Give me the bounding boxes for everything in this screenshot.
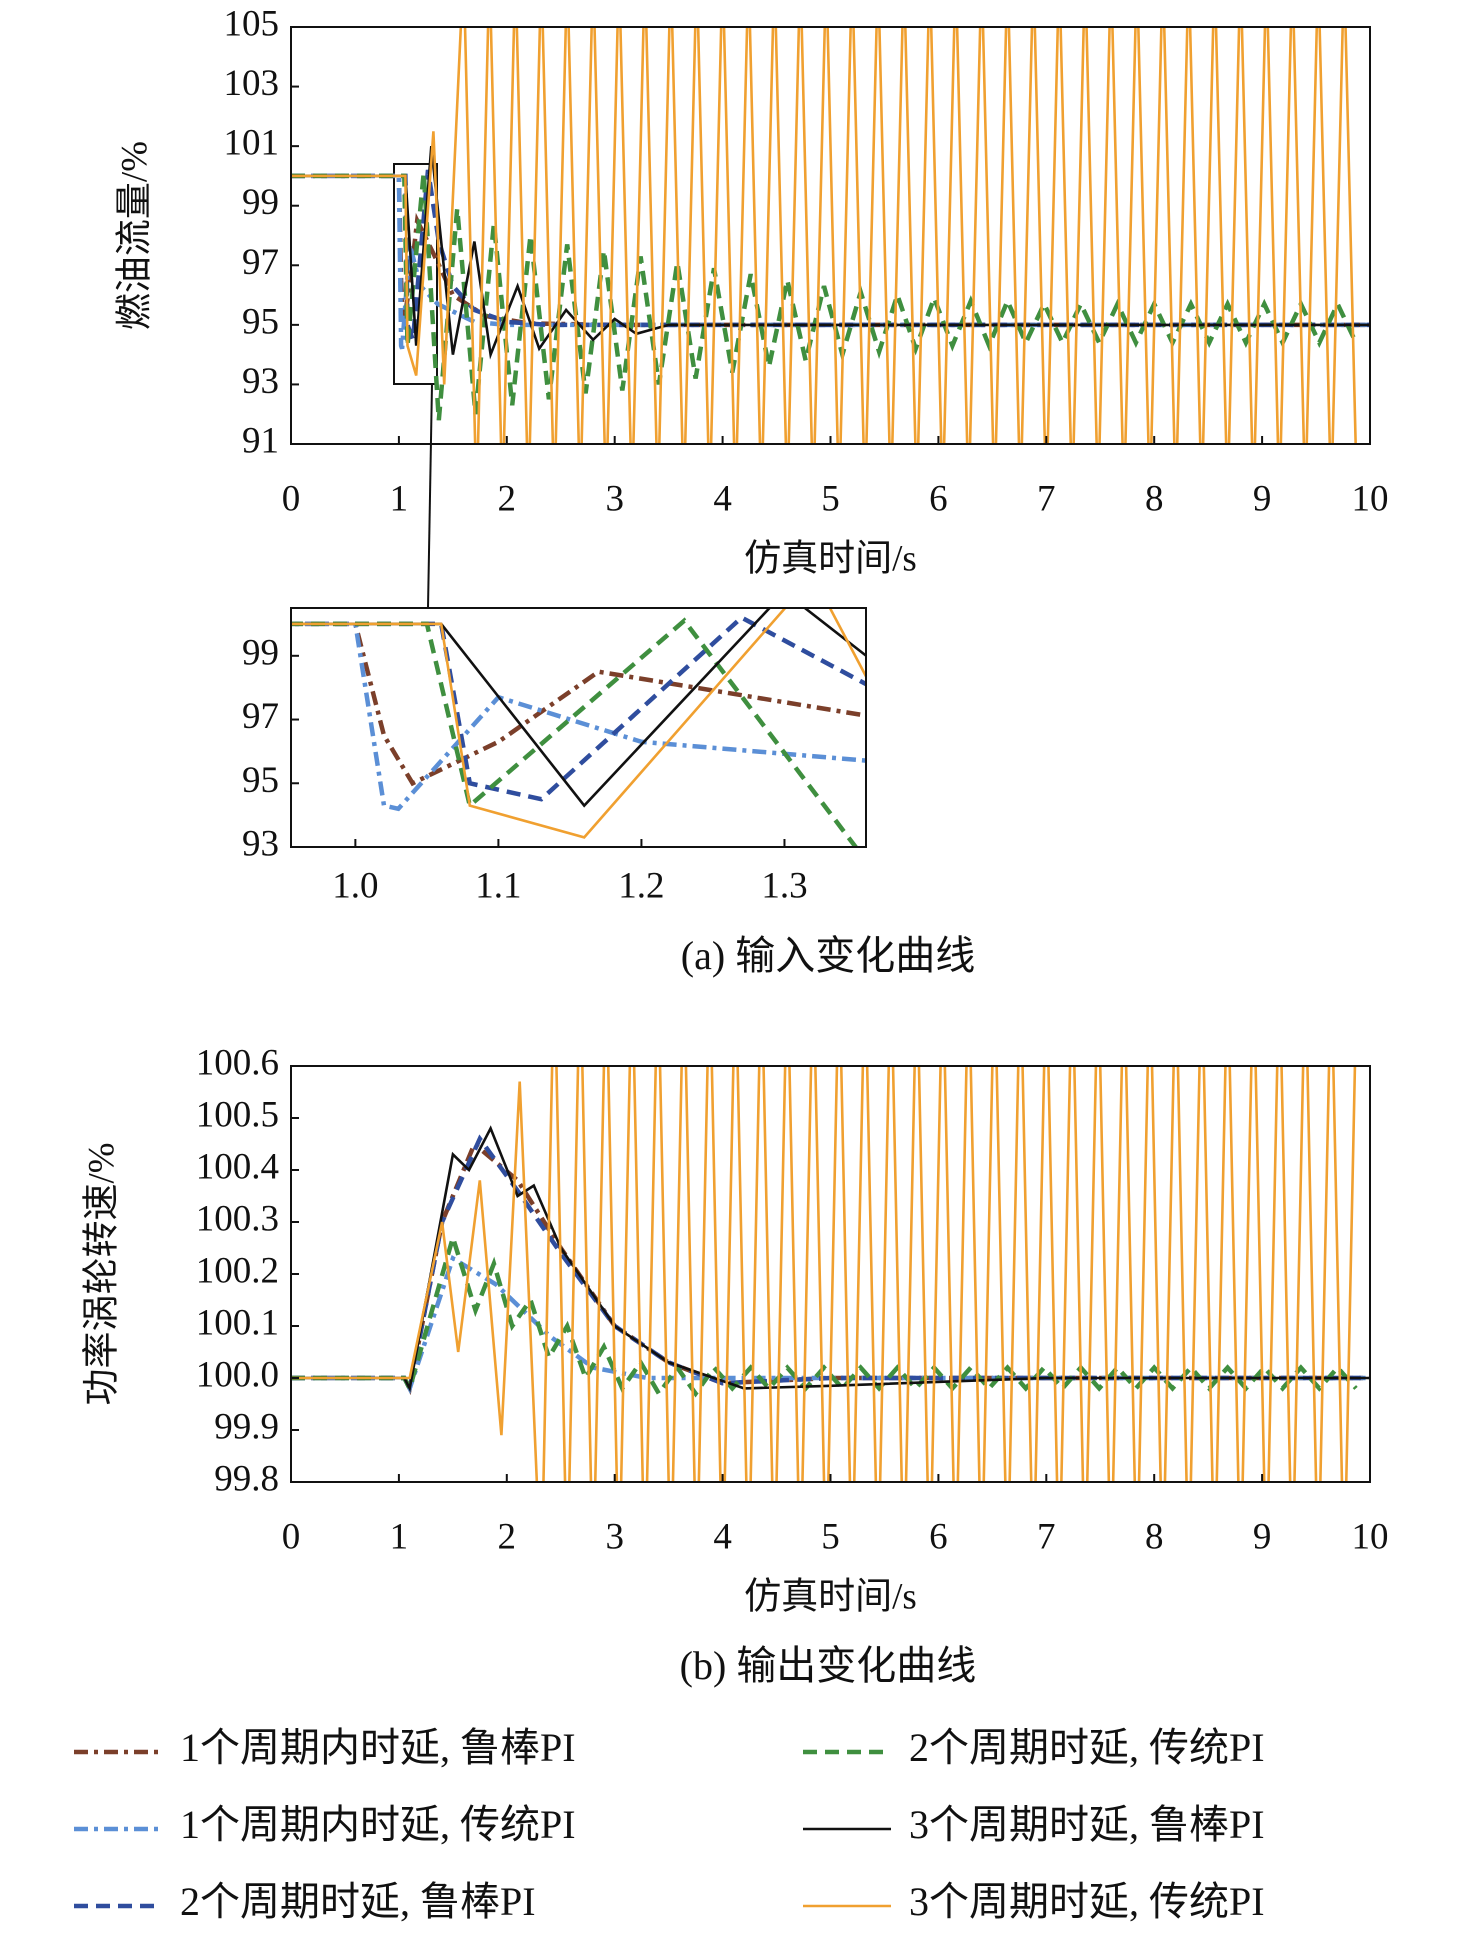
x-tick-label: 0 xyxy=(282,478,301,519)
y-tick-label: 91 xyxy=(242,420,279,461)
series-group xyxy=(291,27,1370,444)
legend-label: 2个周期时延, 传统PI xyxy=(909,1725,1265,1770)
series-line xyxy=(291,608,866,808)
caption: (a) 输入变化曲线 xyxy=(681,933,975,978)
zoom-box xyxy=(393,163,438,385)
plot-frame xyxy=(290,607,867,848)
legend-label: 1个周期内时延, 传统PI xyxy=(180,1802,576,1847)
legend-label: 2个周期时延, 鲁棒PI xyxy=(180,1879,536,1924)
x-tick-label: 6 xyxy=(929,1516,948,1557)
x-tick-label: 1.1 xyxy=(475,865,521,906)
y-tick-label: 99.9 xyxy=(214,1406,279,1447)
y-tick-label: 97 xyxy=(242,696,279,737)
series-line xyxy=(291,169,1370,341)
x-tick-label: 7 xyxy=(1037,1516,1056,1557)
y-tick-label: 99 xyxy=(242,182,279,223)
series-line xyxy=(291,27,1357,444)
x-tick-label: 2 xyxy=(498,478,517,519)
series-line xyxy=(291,145,1370,360)
x-tick-label: 1.0 xyxy=(332,865,378,906)
x-tick-label: 0 xyxy=(282,1516,301,1557)
x-tick-label: 3 xyxy=(605,1516,624,1557)
x-tick-label: 9 xyxy=(1253,1516,1272,1557)
x-tick-label: 1 xyxy=(390,478,409,519)
x-axis-title: 仿真时间/s xyxy=(744,1575,917,1617)
x-axis-title: 仿真时间/s xyxy=(744,537,917,579)
series-line xyxy=(291,173,1370,350)
series-group xyxy=(291,608,866,847)
y-tick-label: 100.6 xyxy=(196,1042,279,1083)
legend-label: 1个周期内时延, 鲁棒PI xyxy=(180,1725,576,1770)
y-tick-label: 105 xyxy=(224,3,280,44)
y-tick-label: 100.1 xyxy=(196,1302,279,1343)
y-tick-label: 103 xyxy=(224,63,280,104)
y-tick-label: 100.5 xyxy=(196,1094,279,1135)
x-tick-label: 6 xyxy=(929,478,948,519)
y-tick-label: 100.0 xyxy=(196,1354,279,1395)
y-axis-title: 功率涡轮转速/% xyxy=(80,1142,122,1405)
legend-label: 3个周期时延, 传统PI xyxy=(909,1879,1265,1924)
zoom-connector xyxy=(427,383,433,609)
legend-label: 3个周期时延, 鲁棒PI xyxy=(909,1802,1265,1847)
caption: (b) 输出变化曲线 xyxy=(680,1643,977,1688)
series-line xyxy=(291,621,866,787)
y-tick-label: 95 xyxy=(242,760,279,801)
y-tick-label: 95 xyxy=(242,301,279,342)
y-tick-label: 99.8 xyxy=(214,1458,279,1499)
x-tick-label: 4 xyxy=(713,1516,732,1557)
y-tick-label: 93 xyxy=(242,361,279,402)
y-axis-title: 燃油流量/% xyxy=(113,141,155,330)
y-tick-label: 100.3 xyxy=(196,1198,279,1239)
x-tick-label: 10 xyxy=(1352,478,1389,519)
y-tick-label: 100.2 xyxy=(196,1250,279,1291)
y-tick-label: 101 xyxy=(224,123,280,164)
x-tick-label: 3 xyxy=(605,478,624,519)
x-tick-label: 8 xyxy=(1145,1516,1164,1557)
x-tick-label: 4 xyxy=(713,478,732,519)
series-group xyxy=(291,1066,1370,1482)
series-line xyxy=(291,1255,1370,1395)
x-tick-label: 10 xyxy=(1352,1516,1389,1557)
x-tick-label: 2 xyxy=(498,1516,517,1557)
x-tick-label: 1 xyxy=(390,1516,409,1557)
y-tick-label: 99 xyxy=(242,632,279,673)
series-line xyxy=(291,621,866,812)
y-tick-label: 97 xyxy=(242,242,279,283)
series-line xyxy=(291,614,866,802)
series-line xyxy=(291,1229,1358,1398)
series-line xyxy=(291,1066,1357,1482)
x-tick-label: 5 xyxy=(821,1516,840,1557)
x-tick-label: 1.2 xyxy=(618,865,664,906)
x-tick-label: 1.3 xyxy=(761,865,807,906)
x-tick-label: 9 xyxy=(1253,478,1272,519)
y-tick-label: 100.4 xyxy=(196,1146,279,1187)
x-tick-label: 5 xyxy=(821,478,840,519)
y-tick-label: 93 xyxy=(242,823,279,864)
x-tick-label: 8 xyxy=(1145,478,1164,519)
x-tick-label: 7 xyxy=(1037,478,1056,519)
